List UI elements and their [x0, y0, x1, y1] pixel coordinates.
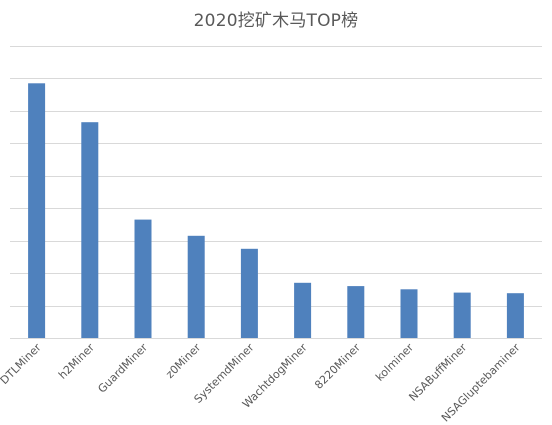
bar-8220miner — [347, 286, 365, 338]
x-tick-label: kolminer — [373, 341, 416, 384]
bar-nsagluptebaminer — [506, 293, 524, 338]
x-tick-label: DTLMiner — [0, 341, 44, 387]
x-tick-label: GuardMiner — [95, 341, 150, 396]
bar-guardminer — [134, 219, 152, 338]
bar-nsabuffminer — [453, 292, 471, 338]
bar-kolminer — [400, 289, 418, 338]
gridlines — [10, 46, 542, 339]
x-tick-label: h2Miner — [56, 341, 97, 382]
chart-title: 2020挖矿木马TOP榜 — [193, 11, 359, 31]
bar-wachtdogminer — [294, 282, 312, 338]
bars — [28, 83, 524, 338]
x-tick-label: 8220Miner — [312, 341, 363, 392]
bar-h2miner — [81, 122, 99, 338]
bar-dtlminer — [28, 83, 46, 338]
x-tick-label: z0Miner — [163, 341, 203, 381]
bar-systemdminer — [240, 248, 258, 338]
bar-z0miner — [187, 235, 205, 338]
